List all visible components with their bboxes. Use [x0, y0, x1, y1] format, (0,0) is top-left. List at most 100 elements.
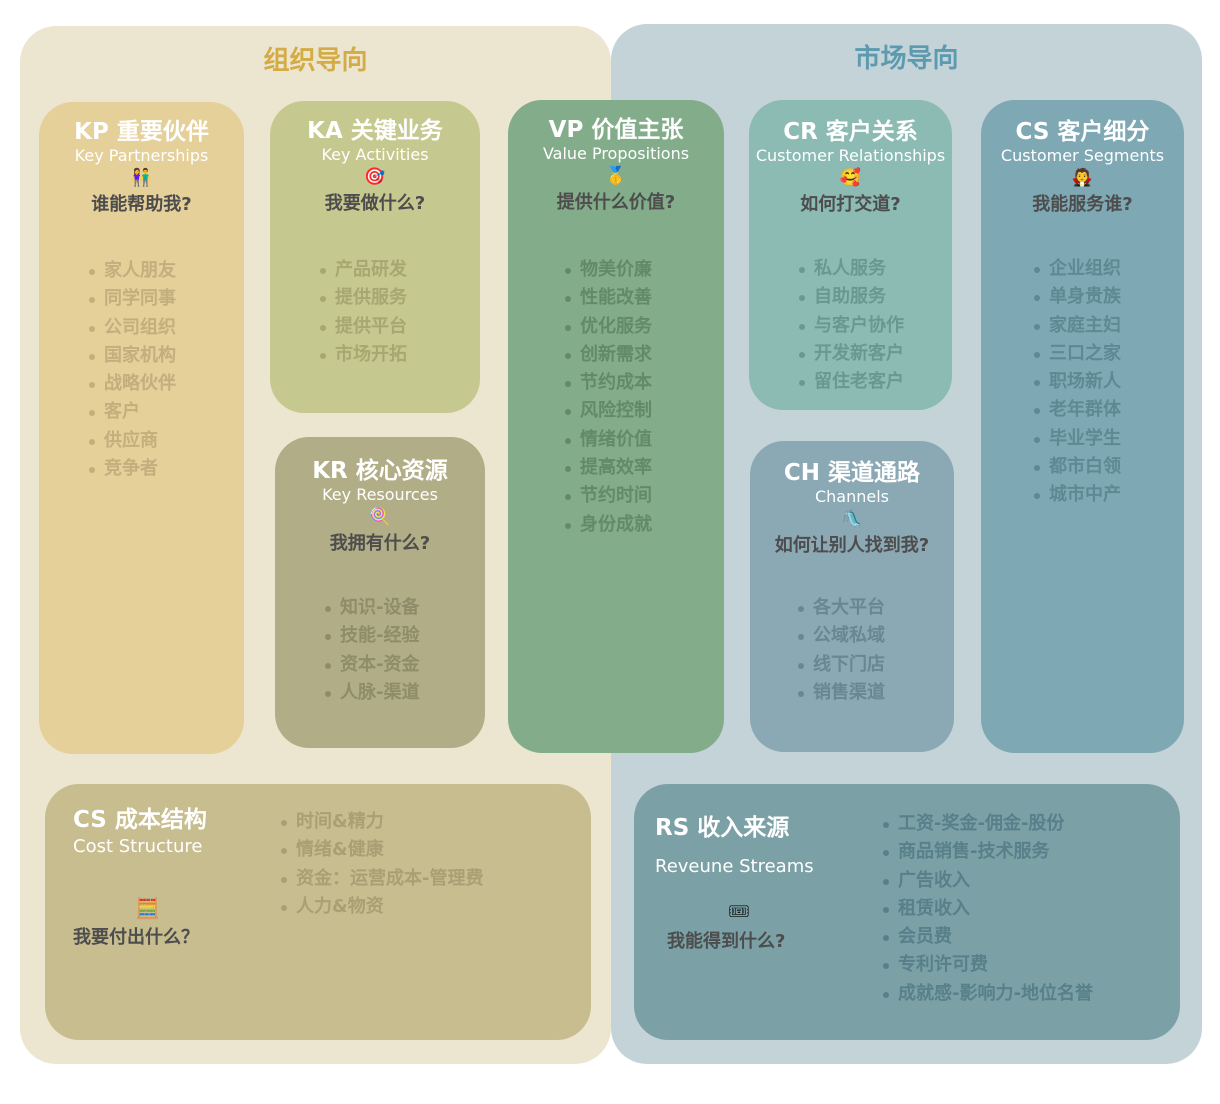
- list-item: 提供平台: [320, 313, 407, 341]
- list-item: 城市中产: [1034, 481, 1121, 509]
- list-item: 产品研发: [320, 256, 407, 284]
- card-title: CS 客户细分: [1015, 119, 1150, 145]
- abacus-icon: 🧮: [135, 896, 160, 920]
- card-question: 谁能帮助我?: [91, 194, 192, 215]
- list-item: 家人朋友: [89, 257, 176, 285]
- card-subtitle: Customer Relationships: [755, 146, 946, 165]
- list-item: 同学同事: [89, 285, 176, 313]
- card-subtitle: Cost Structure: [73, 836, 203, 857]
- card-header: VP 价值主张 Value Propositions 🥇 提供什么价值?: [508, 116, 724, 216]
- customer-segments-card: CS 客户细分 Customer Segments 🧛 我能服务谁? 企业组织 …: [981, 100, 1184, 753]
- resource-list: 知识-设备 技能-经验 资本-资金 人脉-渠道: [325, 594, 419, 707]
- card-title: KP 重要伙伴: [74, 119, 209, 145]
- card-subtitle: Channels: [814, 487, 890, 506]
- card-subtitle: Key Resources: [322, 485, 438, 504]
- list-item: 竞争者: [89, 455, 176, 483]
- list-item: 市场开拓: [320, 341, 407, 369]
- card-header: KR 核心资源 Key Resources 🍭 我拥有什么?: [275, 457, 485, 557]
- list-item: 情绪价值: [565, 426, 652, 454]
- list-item: 节约成本: [565, 369, 652, 397]
- list-item: 公域私域: [798, 622, 885, 650]
- key-resources-card: KR 核心资源 Key Resources 🍭 我拥有什么? 知识-设备 技能-…: [275, 437, 485, 748]
- card-title: CH 渠道通路: [783, 460, 921, 486]
- list-item: 公司组织: [89, 314, 176, 342]
- card-title: KR 核心资源: [312, 458, 448, 484]
- list-item: 家庭主妇: [1034, 312, 1121, 340]
- card-question: 我要付出什么？: [73, 927, 199, 948]
- list-item: 创新需求: [565, 341, 652, 369]
- list-item: 都市白领: [1034, 453, 1121, 481]
- card-title: CR 客户关系: [783, 119, 918, 145]
- list-item: 广告收入: [883, 867, 1093, 895]
- list-item: 商品销售-技术服务: [883, 838, 1093, 866]
- list-item: 资本-资金: [325, 651, 419, 679]
- lollipop-icon: 🍭: [369, 507, 391, 527]
- customer-relationships-card: CR 客户关系 Customer Relationships 🥰 如何打交道? …: [749, 100, 952, 410]
- list-item: 留住老客户: [799, 368, 904, 396]
- list-item: 性能改善: [565, 284, 652, 312]
- list-item: 时间&精力: [281, 808, 483, 836]
- list-item: 会员费: [883, 923, 1093, 951]
- revenue-streams-card: RS 收入来源 Reveune Streams 🎟 我能得到什么? 工资-奖金-…: [634, 784, 1180, 1040]
- list-item: 情绪&健康: [281, 836, 483, 864]
- list-item: 资金：运营成本-管理费: [281, 865, 483, 893]
- card-header: KA 关键业务 Key Activities 🎯 我要做什么?: [270, 117, 480, 217]
- couple-icon: 👫: [130, 168, 153, 188]
- smiling-face-hearts-icon: 🥰: [839, 168, 862, 188]
- medal-icon: 🥇: [605, 166, 627, 186]
- relationship-list: 私人服务 自助服务 与客户协作 开发新客户 留住老客户: [799, 255, 904, 396]
- list-item: 身份成就: [565, 511, 652, 539]
- card-subtitle: Key Activities: [321, 145, 429, 164]
- list-item: 专利许可费: [883, 951, 1093, 979]
- card-title: VP 价值主张: [548, 117, 684, 143]
- market-region-title: 市场导向: [854, 44, 959, 74]
- vampire-icon: 🧛: [1071, 168, 1094, 188]
- key-partnerships-card: KP 重要伙伴 Key Partnerships 👫 谁能帮助我? 家人朋友 同…: [39, 102, 244, 754]
- list-item: 三口之家: [1034, 340, 1121, 368]
- list-item: 国家机构: [89, 342, 176, 370]
- card-subtitle: Value Propositions: [542, 144, 690, 163]
- list-item: 线下门店: [798, 651, 885, 679]
- list-item: 物美价廉: [565, 256, 652, 284]
- list-item: 工资-奖金-佣金-股份: [883, 810, 1093, 838]
- list-item: 战略伙伴: [89, 370, 176, 398]
- list-item: 各大平台: [798, 594, 885, 622]
- channel-list: 各大平台 公域私域 线下门店 销售渠道: [798, 594, 885, 707]
- list-item: 知识-设备: [325, 594, 419, 622]
- ticket-icon: 🎟: [728, 902, 750, 922]
- list-item: 与客户协作: [799, 312, 904, 340]
- activity-list: 产品研发 提供服务 提供平台 市场开拓: [320, 256, 407, 369]
- list-item: 人力&物资: [281, 893, 483, 921]
- channels-card: CH 渠道通路 Channels 🛝 如何让别人找到我? 各大平台 公域私域 线…: [750, 441, 954, 752]
- card-question: 我能服务谁?: [1032, 194, 1133, 215]
- list-item: 自助服务: [799, 283, 904, 311]
- list-item: 优化服务: [565, 313, 652, 341]
- card-question: 我要做什么?: [324, 193, 426, 214]
- card-title: KA 关键业务: [307, 118, 443, 144]
- target-icon: 🎯: [364, 167, 386, 187]
- card-subtitle: Key Partnerships: [74, 146, 209, 165]
- card-header: KP 重要伙伴 Key Partnerships 👫 谁能帮助我?: [39, 118, 244, 218]
- list-item: 节约时间: [565, 482, 652, 510]
- card-title: RS 收入来源: [655, 815, 790, 841]
- list-item: 风险控制: [565, 397, 652, 425]
- organization-region-title: 组织导向: [263, 46, 368, 76]
- revenue-list: 工资-奖金-佣金-股份 商品销售-技术服务 广告收入 租赁收入 会员费 专利许可…: [883, 810, 1093, 1008]
- list-item: 销售渠道: [798, 679, 885, 707]
- card-header: CS 客户细分 Customer Segments 🧛 我能服务谁?: [981, 118, 1184, 218]
- card-question: 如何打交道?: [800, 194, 901, 215]
- card-subtitle: Reveune Streams: [655, 856, 814, 877]
- cost-list: 时间&精力 情绪&健康 资金：运营成本-管理费 人力&物资: [281, 808, 483, 921]
- partner-list: 家人朋友 同学同事 公司组织 国家机构 战略伙伴 客户 供应商 竞争者: [89, 257, 176, 483]
- list-item: 供应商: [89, 427, 176, 455]
- cost-structure-card: CS 成本结构 Cost Structure 🧮 我要付出什么？ 时间&精力 情…: [45, 784, 591, 1040]
- list-item: 人脉-渠道: [325, 679, 419, 707]
- list-item: 企业组织: [1034, 255, 1121, 283]
- list-item: 客户: [89, 398, 176, 426]
- list-item: 成就感-影响力-地位名誉: [883, 980, 1093, 1008]
- list-item: 提高效率: [565, 454, 652, 482]
- list-item: 开发新客户: [799, 340, 904, 368]
- card-question: 我能得到什么?: [667, 931, 786, 952]
- list-item: 毕业学生: [1034, 425, 1121, 453]
- list-item: 提供服务: [320, 284, 407, 312]
